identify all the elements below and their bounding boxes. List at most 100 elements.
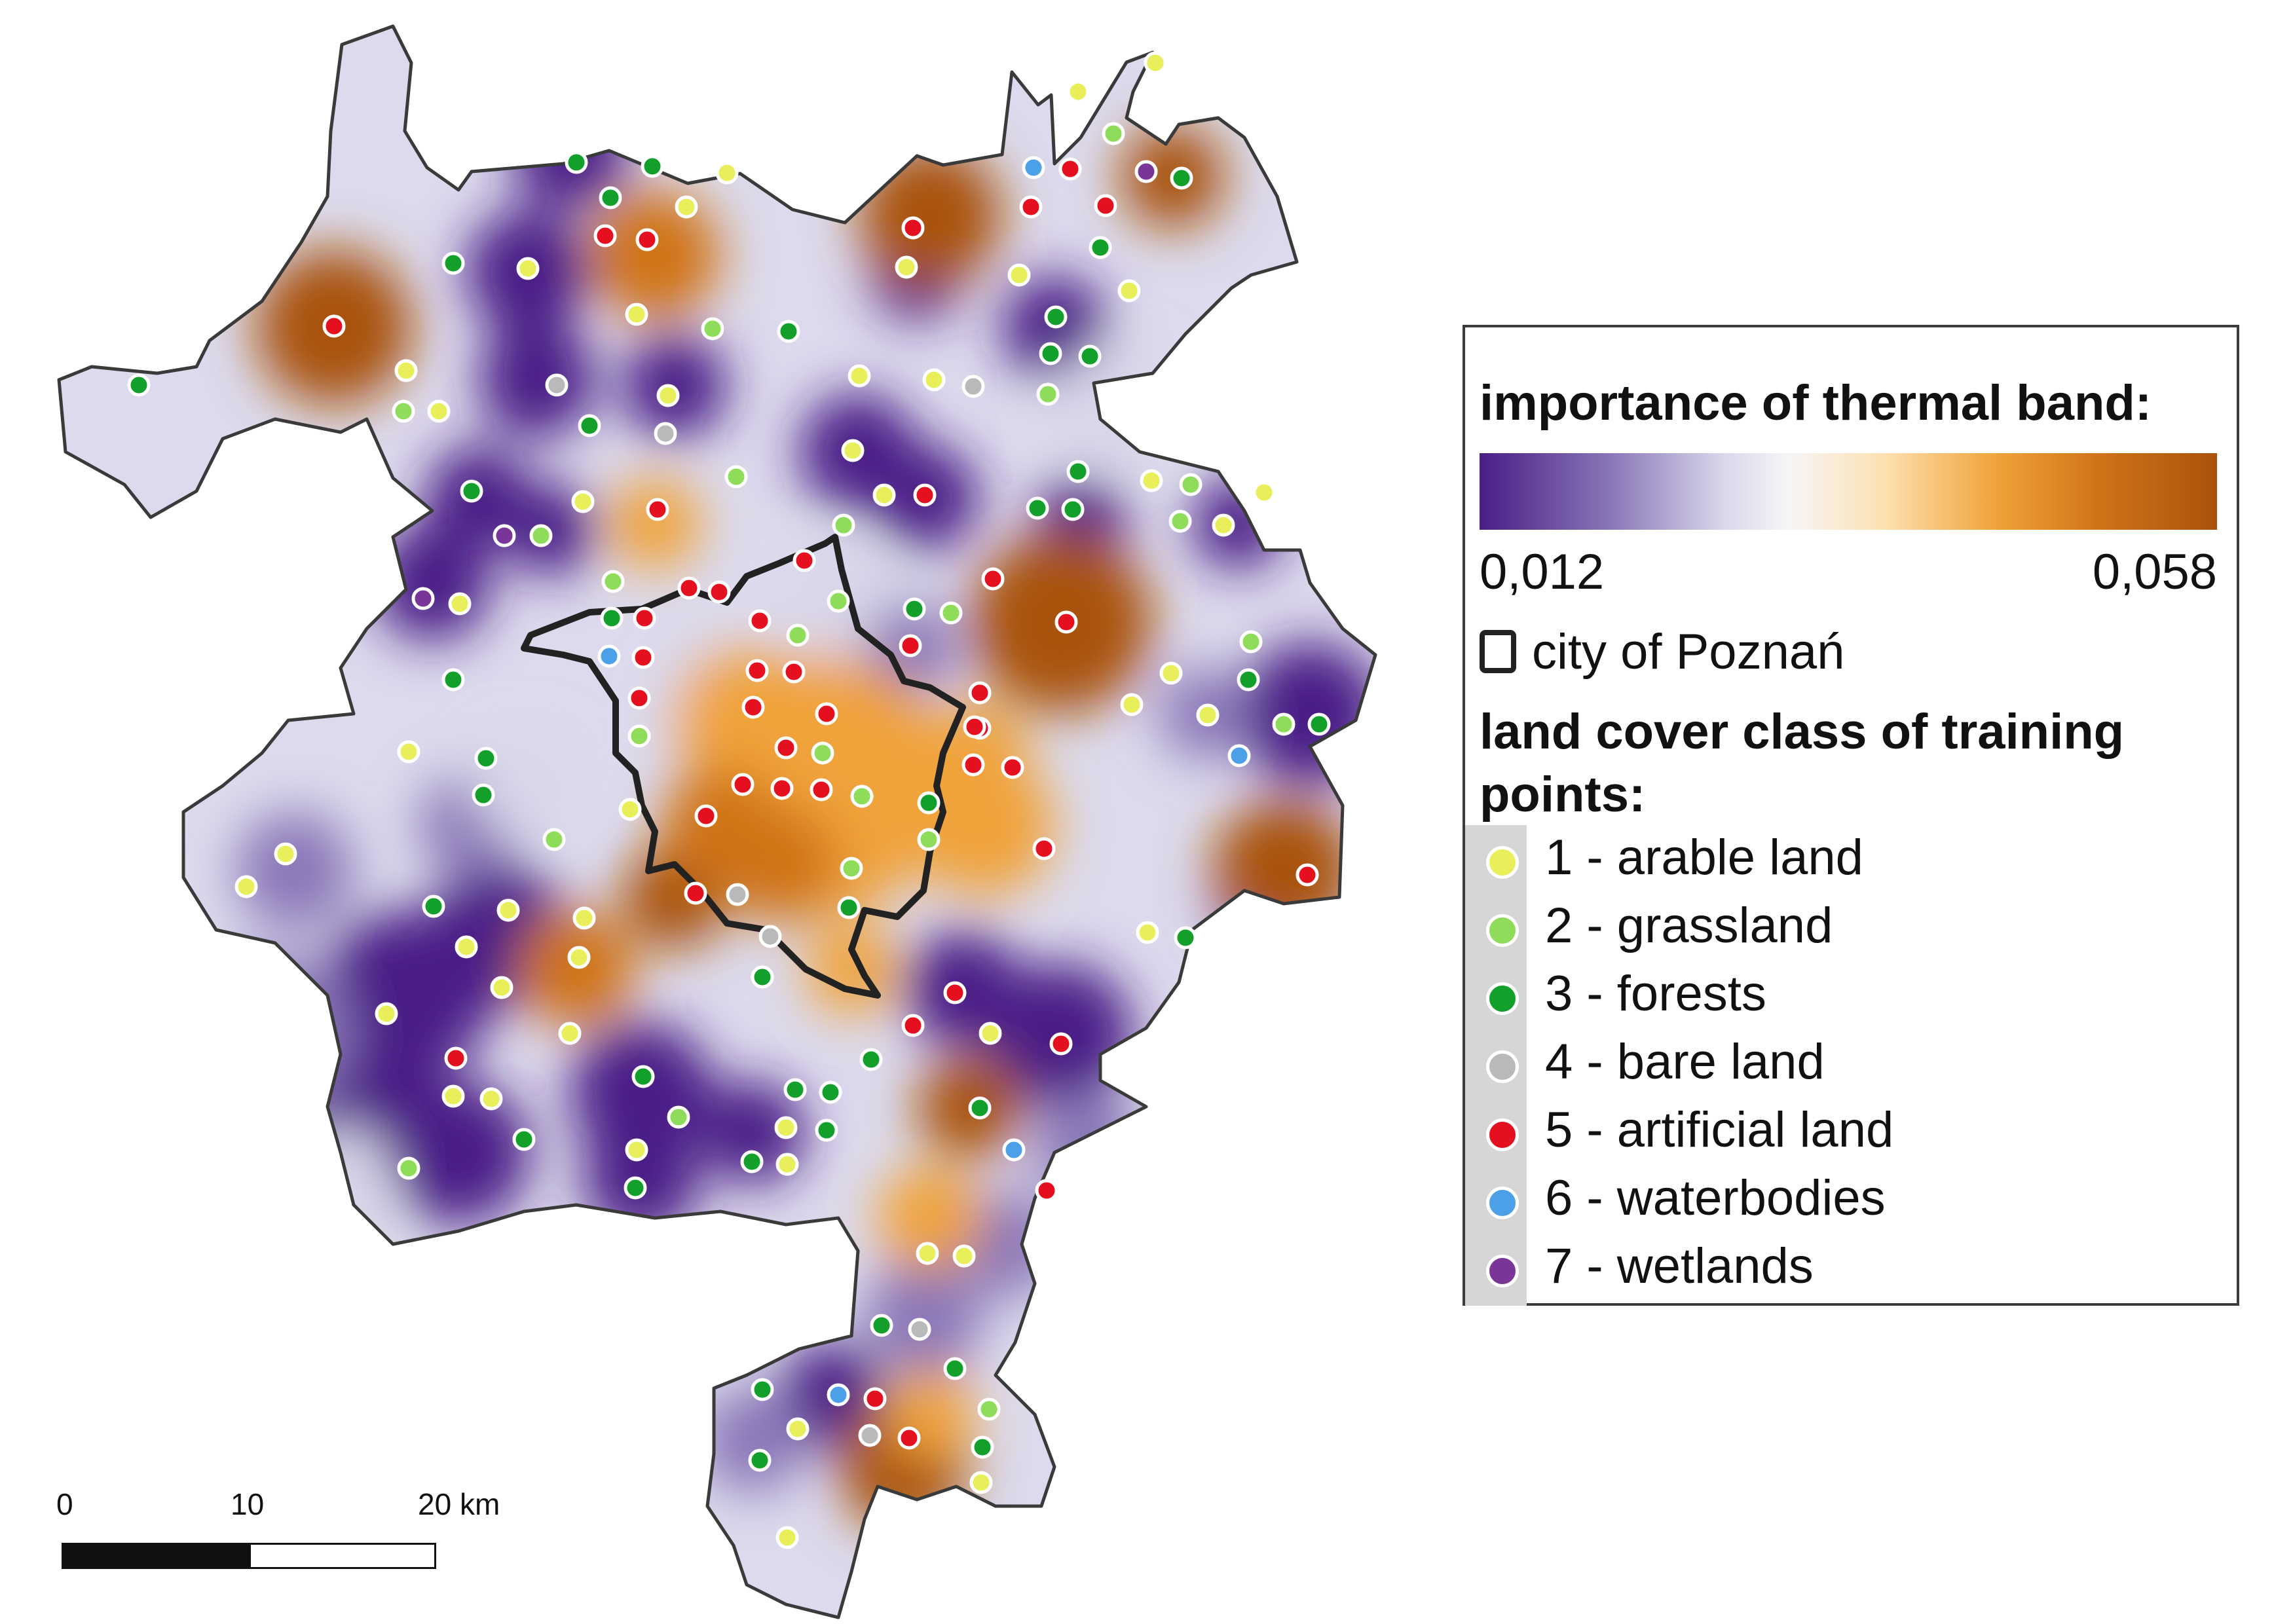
- training-point-class-1: [1066, 80, 1090, 103]
- training-point-class-5: [593, 224, 617, 248]
- training-point-class-3: [1044, 305, 1068, 329]
- training-point-class-4: [654, 422, 677, 445]
- training-point-class-3: [599, 186, 622, 210]
- training-point-class-2: [811, 741, 834, 765]
- training-point-class-1: [715, 161, 739, 185]
- training-point-class-5: [1049, 1032, 1073, 1056]
- importance-blob: [1238, 642, 1375, 786]
- training-point-class-3: [859, 1048, 883, 1071]
- scale-bar: 0 10 20 km: [56, 1486, 500, 1569]
- training-point-class-5: [707, 580, 731, 604]
- class-label: 2 - grassland: [1545, 898, 1833, 953]
- training-point-class-3: [783, 1078, 807, 1101]
- training-points: [127, 51, 1331, 1549]
- training-point-class-1: [625, 1138, 648, 1162]
- importance-blob: [1212, 799, 1356, 943]
- importance-blob: [478, 321, 596, 439]
- training-point-class-2: [832, 513, 855, 537]
- training-point-class-1: [490, 976, 513, 999]
- training-point-class-3: [641, 155, 664, 178]
- class-dot: [1486, 914, 1519, 947]
- points-legend-title: land cover class of training points:: [1480, 704, 2125, 822]
- scale-segment-black: [62, 1543, 249, 1569]
- training-point-class-5: [968, 681, 992, 705]
- training-point-class-3: [968, 1096, 992, 1120]
- training-point-class-5: [646, 498, 669, 521]
- training-point-class-4: [961, 375, 985, 398]
- training-point-class-2: [667, 1105, 690, 1129]
- importance-blob: [865, 1257, 982, 1375]
- training-point-class-3: [441, 668, 465, 692]
- training-point-class-6: [1002, 1138, 1026, 1162]
- training-point-class-2: [840, 857, 863, 880]
- training-point-class-3: [903, 597, 926, 621]
- training-point-class-5: [627, 686, 651, 710]
- scale-label-10: 10: [231, 1487, 265, 1521]
- importance-blob: [806, 923, 897, 1015]
- training-point-class-5: [810, 778, 833, 802]
- importance-blob: [923, 701, 1028, 805]
- training-point-class-1: [969, 1471, 993, 1494]
- importance-blob: [884, 1369, 976, 1460]
- training-point-class-5: [322, 314, 346, 338]
- training-point-class-5: [1094, 194, 1117, 217]
- training-point-class-1: [234, 875, 258, 898]
- training-point-class-1: [397, 740, 420, 764]
- training-point-class-2: [1036, 382, 1060, 406]
- training-point-class-1: [1120, 693, 1144, 716]
- training-point-class-5: [913, 483, 937, 507]
- training-point-class-1: [841, 439, 865, 462]
- ramp-max-label: 0,058: [2092, 544, 2217, 600]
- training-point-class-1: [774, 1116, 798, 1139]
- training-point-class-5: [748, 609, 772, 633]
- training-point-class-5: [1058, 157, 1082, 181]
- class-label: 1 - arable land: [1545, 830, 1863, 885]
- training-point-class-1: [571, 490, 595, 513]
- training-point-class-1: [448, 592, 472, 616]
- training-point-class-3: [837, 896, 861, 919]
- training-point-class-5: [1019, 195, 1043, 219]
- training-point-class-5: [444, 1046, 468, 1070]
- training-point-class-5: [635, 228, 659, 251]
- training-point-class-3: [1078, 344, 1102, 368]
- training-point-class-1: [952, 1244, 976, 1268]
- training-point-class-3: [740, 1150, 764, 1173]
- training-point-class-6: [1022, 156, 1045, 179]
- training-point-class-2: [1168, 509, 1192, 533]
- training-point-class-5: [981, 567, 1005, 591]
- training-point-class-5: [792, 549, 816, 572]
- training-point-class-5: [1295, 863, 1319, 887]
- training-point-class-3: [127, 373, 151, 397]
- training-point-class-2: [1239, 630, 1263, 654]
- training-point-class-3: [441, 251, 465, 275]
- training-point-class-3: [870, 1314, 893, 1337]
- training-point-class-5: [901, 216, 925, 240]
- training-point-class-5: [943, 981, 967, 1005]
- training-point-class-3: [819, 1080, 842, 1104]
- training-point-class-6: [597, 644, 621, 668]
- training-point-class-1: [1140, 469, 1163, 492]
- class-label: 5 - artificial land: [1545, 1102, 1894, 1158]
- training-point-class-3: [1039, 342, 1062, 365]
- class-label: 7 - wetlands: [1545, 1238, 1814, 1294]
- training-point-class-3: [943, 1357, 967, 1380]
- training-point-class-1: [441, 1084, 465, 1108]
- training-point-class-3: [777, 320, 800, 343]
- importance-surface: [59, 26, 1375, 1617]
- class-dot: [1486, 1255, 1519, 1287]
- training-point-class-1: [1252, 481, 1276, 504]
- class-dot: [1486, 982, 1519, 1015]
- training-point-class-5: [863, 1387, 887, 1411]
- training-point-class-3: [1026, 496, 1049, 520]
- importance-blob: [720, 805, 838, 923]
- training-point-class-2: [701, 317, 724, 341]
- training-point-class-1: [786, 1417, 810, 1441]
- training-point-class-5: [1054, 610, 1078, 634]
- training-point-class-3: [631, 1065, 655, 1088]
- training-point-class-3: [1066, 460, 1090, 483]
- importance-blob: [589, 190, 720, 321]
- training-point-class-3: [1237, 668, 1260, 692]
- training-point-class-5: [684, 881, 707, 905]
- training-point-class-1: [979, 1022, 1002, 1045]
- training-point-class-7: [411, 587, 435, 610]
